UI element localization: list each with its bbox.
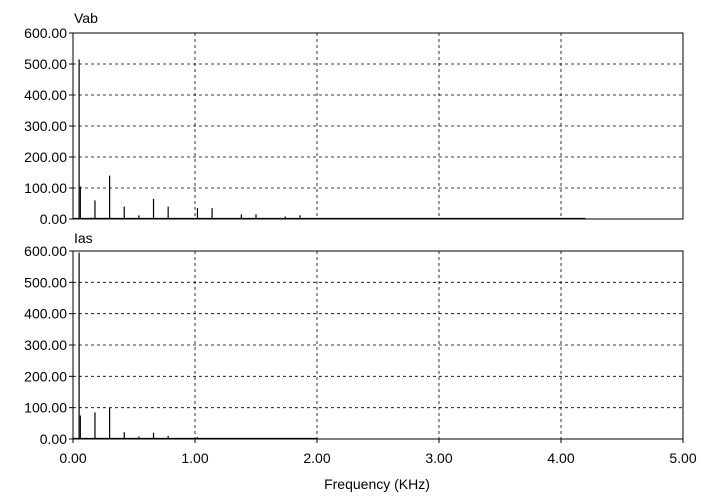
- x-tick-label: 1.00: [181, 450, 208, 466]
- vab-spectrum-panel: Vab 0.00 100.00 200.00 300.00 400.00 500.00 60…: [24, 10, 684, 227]
- y-tick-label: 300.00: [24, 118, 67, 134]
- plot-frame: [72, 250, 684, 440]
- y-tick-label: 100.00: [24, 180, 67, 196]
- x-tick-label: 0.00: [59, 450, 86, 466]
- y-tick-label: 300.00: [24, 337, 67, 353]
- frequency-axis-label: Frequency (KHz): [324, 476, 430, 492]
- x-tick-label: 5.00: [669, 450, 696, 466]
- y-tick-label: 500.00: [24, 56, 67, 72]
- y-tick-label: 600.00: [24, 25, 67, 41]
- ias-panel-title: Ias: [74, 230, 93, 246]
- x-tick-label: 2.00: [303, 450, 330, 466]
- y-tick-label: 400.00: [24, 87, 67, 103]
- x-tick-label: 4.00: [547, 450, 574, 466]
- ias-spectrum-panel: Ias 0.00 100.00 200.00 300.00 400.00 500.00 60…: [24, 230, 697, 466]
- y-tick-label: 0.00: [40, 431, 67, 447]
- y-tick-label: 400.00: [24, 306, 67, 322]
- x-tick-label: 3.00: [425, 450, 452, 466]
- y-tick-label: 200.00: [24, 149, 67, 165]
- y-tick-label: 0.00: [40, 211, 67, 227]
- vab-panel-title: Vab: [74, 10, 98, 26]
- y-tick-label: 500.00: [24, 274, 67, 290]
- plot-frame: [72, 32, 684, 220]
- y-tick-label: 200.00: [24, 368, 67, 384]
- y-tick-label: 100.00: [24, 400, 67, 416]
- y-tick-label: 600.00: [24, 243, 67, 259]
